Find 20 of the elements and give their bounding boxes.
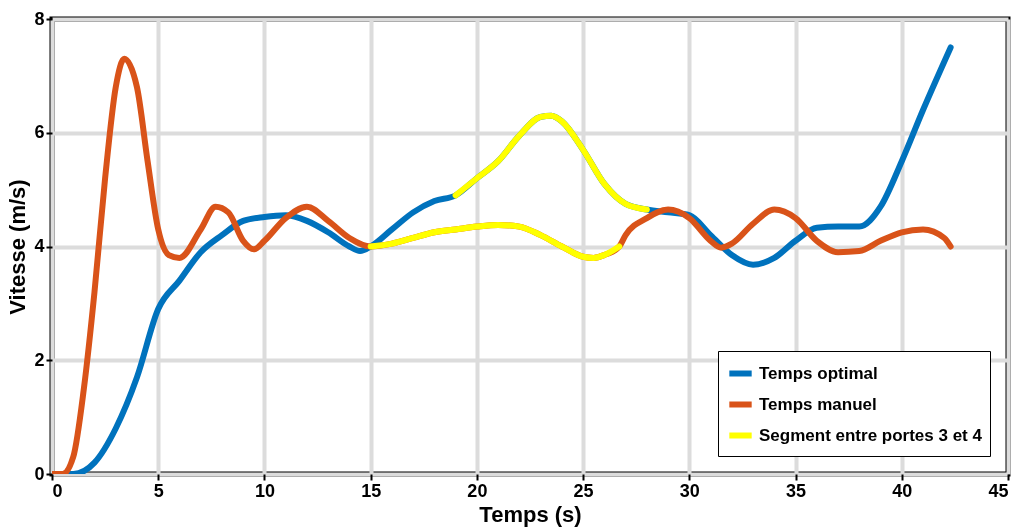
x-tick-label: 45 bbox=[988, 480, 1009, 501]
x-tick-label: 20 bbox=[467, 480, 488, 501]
x-tick-label: 25 bbox=[573, 480, 594, 501]
x-tick-label: 0 bbox=[52, 480, 63, 501]
legend-label: Segment entre portes 3 et 4 bbox=[759, 425, 983, 445]
x-tick-label: 40 bbox=[892, 480, 913, 501]
y-axis-title: Vitesse (m/s) bbox=[5, 179, 31, 315]
legend-label: Temps optimal bbox=[759, 363, 878, 383]
y-tick-label: 0 bbox=[34, 463, 45, 484]
x-tick-label: 10 bbox=[254, 480, 275, 501]
legend-label: Temps manuel bbox=[759, 394, 877, 414]
y-tick-label: 8 bbox=[34, 8, 45, 29]
x-tick-label: 35 bbox=[786, 480, 807, 501]
x-tick-label: 5 bbox=[153, 480, 164, 501]
y-tick-label: 4 bbox=[34, 236, 45, 256]
y-tick-label: 6 bbox=[34, 122, 45, 143]
y-tick-label: 2 bbox=[34, 349, 45, 370]
x-tick-label: 30 bbox=[679, 480, 700, 501]
x-axis-title: Temps (s) bbox=[479, 501, 582, 527]
x-tick-label: 15 bbox=[361, 480, 382, 501]
